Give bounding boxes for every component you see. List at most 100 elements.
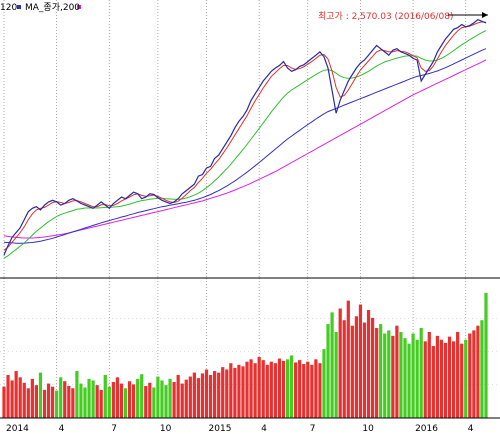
volume-bar — [273, 363, 277, 418]
x-tick-label: 2015 — [209, 424, 232, 434]
series-line-ma-short — [3, 21, 487, 251]
volume-bar — [480, 320, 484, 418]
volume-bar — [229, 363, 233, 418]
volume-bar — [257, 356, 261, 418]
volume-bar — [383, 333, 387, 418]
volume-bar — [366, 310, 371, 418]
volume-bar — [188, 376, 192, 418]
arrow-right-icon — [482, 12, 488, 18]
volume-bar — [140, 374, 144, 418]
high-annotation-label: 최고가 : 2,570.03 (2016/06/08) — [318, 11, 453, 22]
volume-bar — [208, 374, 213, 418]
volume-bar — [217, 372, 221, 418]
volume-bar — [415, 339, 419, 418]
volume-bar — [370, 317, 375, 418]
volume-bar — [83, 387, 87, 418]
volume-bar — [464, 339, 468, 418]
series-line-ma-200 — [3, 59, 487, 239]
volume-bar — [200, 373, 205, 418]
volume-bar — [358, 304, 363, 418]
volume-bar — [443, 342, 448, 418]
volume-bar — [213, 371, 217, 418]
volume-bar — [399, 331, 403, 418]
volume-bar — [330, 312, 334, 418]
volume-bar — [123, 388, 128, 418]
volume-bar — [411, 333, 415, 418]
volume-bar — [302, 364, 306, 418]
volume-bar — [318, 363, 322, 418]
legend: 120 MA_종가,200 — [0, 2, 81, 13]
volume-bar — [119, 383, 124, 418]
volume-bar — [253, 363, 257, 418]
volume-bar — [91, 380, 95, 418]
volume-bar — [204, 369, 209, 418]
series-line-price — [3, 19, 487, 256]
volume-bar — [192, 372, 196, 418]
volume-bar — [342, 320, 346, 418]
volume-bar — [2, 386, 6, 418]
volume-bar — [334, 331, 338, 418]
volume-bar — [326, 324, 330, 418]
volume-bar — [67, 385, 71, 418]
volume-bar — [403, 338, 407, 418]
volume-bar — [18, 377, 22, 418]
volume-bar — [277, 358, 282, 418]
volume-bar — [225, 369, 229, 418]
x-tick-label: 7 — [310, 424, 316, 434]
volume-bar — [63, 381, 67, 418]
volume-bar — [269, 361, 273, 418]
volume-bar — [233, 367, 237, 418]
volume-bar — [99, 389, 103, 418]
legend-item-ma200: MA_종가,200 — [25, 2, 80, 13]
volume-bar — [439, 339, 444, 418]
volume-bar — [22, 382, 26, 418]
volume-bar — [456, 331, 460, 418]
volume-bar — [407, 343, 411, 418]
high-annotation: 최고가 : 2,570.03 (2016/06/08) — [318, 11, 488, 22]
legend-swatch-blue — [17, 5, 21, 9]
volume-bar — [132, 384, 136, 418]
volume-bar — [127, 381, 132, 418]
volume-bar — [460, 343, 464, 418]
volume-bar — [310, 364, 314, 418]
x-tick-label: 4 — [261, 424, 267, 434]
volume-bar — [180, 383, 184, 418]
volume-bar — [314, 359, 318, 418]
volume-bar — [245, 361, 249, 418]
volume-bar — [10, 380, 14, 418]
volume-bar — [379, 324, 383, 418]
volume-bar — [338, 308, 342, 418]
volume-bar — [79, 383, 83, 418]
volume-bar — [447, 336, 452, 418]
volume-bar — [55, 390, 59, 418]
x-tick-label: 2014 — [6, 424, 29, 434]
volume-bar — [241, 366, 245, 418]
volume-bar — [261, 360, 265, 418]
volume-bar — [476, 325, 480, 418]
volume-bar — [306, 361, 310, 418]
volume-bar — [26, 388, 30, 418]
volume-bar — [148, 382, 152, 418]
x-tick-label: 10 — [160, 424, 172, 434]
volume-bar — [395, 325, 399, 418]
volume-bar — [468, 333, 472, 418]
volume-bar — [111, 382, 115, 418]
volume-bar — [362, 322, 367, 418]
volume-bar — [164, 385, 168, 418]
volume-bar — [350, 325, 354, 418]
volume-bar — [346, 300, 350, 418]
volume-bar — [156, 376, 160, 418]
x-tick-label: 7 — [111, 424, 117, 434]
volume-bar — [419, 328, 423, 418]
volume-bar — [484, 292, 488, 418]
volume-bar — [431, 346, 435, 418]
volume-bar — [427, 331, 431, 418]
volume-bar — [221, 367, 225, 418]
series-line-ma-mid — [3, 30, 487, 259]
volume-bar — [285, 359, 290, 418]
volume-bar — [472, 330, 476, 418]
volume-bar — [391, 335, 395, 418]
x-tick-label: 2016 — [415, 424, 438, 434]
legend-swatch-magenta — [77, 5, 81, 9]
volume-bar — [237, 364, 241, 418]
